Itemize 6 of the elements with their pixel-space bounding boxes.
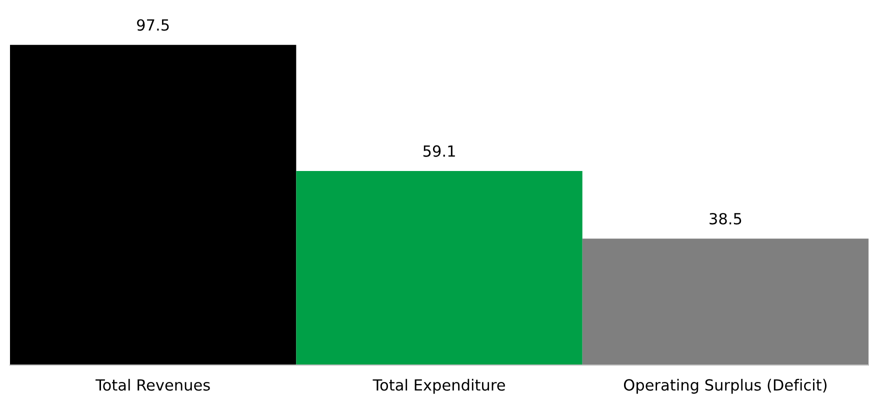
data-label: 97.5 xyxy=(137,19,169,31)
data-label: 59.1 xyxy=(423,145,455,157)
x-tick-label: Total Expenditure xyxy=(372,378,505,394)
x-tick-label: Operating Surplus (Deficit) xyxy=(624,378,826,394)
x-tick-label: Total Revenues xyxy=(96,378,210,391)
data-label: 38.5 xyxy=(710,212,742,225)
